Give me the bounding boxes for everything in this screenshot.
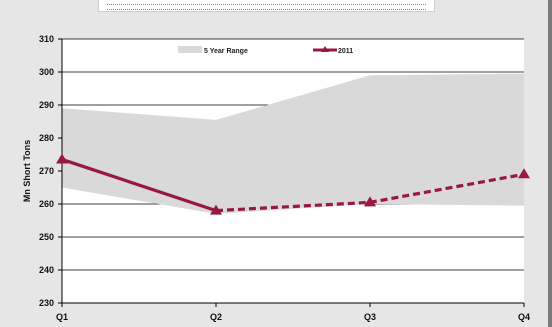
- y-tick-label: 270: [39, 166, 54, 176]
- series-2011-solid-line: [61, 157, 217, 213]
- x-tick-label: Q2: [210, 312, 222, 322]
- y-tick-label: 310: [39, 34, 54, 44]
- series-2011-markers: [56, 153, 530, 215]
- y-tick-label: 280: [39, 133, 54, 143]
- data-point-2011: [56, 153, 68, 164]
- y-tick-label: 260: [39, 199, 54, 209]
- y-axis-ticks: 230 240 250 260 270 280 290 300 310: [39, 34, 62, 308]
- x-tick-label: Q4: [518, 312, 530, 322]
- window-edge: [548, 0, 552, 327]
- x-tick-label: Q3: [364, 312, 376, 322]
- header-strip-pattern: [107, 4, 426, 10]
- legend-label-range: 5 Year Range: [204, 48, 248, 55]
- legend-label-2011: 2011: [338, 48, 353, 55]
- y-tick-label: 250: [39, 232, 54, 242]
- y-tick-label: 240: [39, 265, 54, 275]
- data-point-2011: [364, 196, 376, 207]
- legend: 5 Year Range 2011: [178, 46, 353, 55]
- x-tick-label: Q1: [56, 312, 68, 322]
- legend-marker-2011: [321, 46, 329, 52]
- y-axis-title: Mn Short Tons: [22, 140, 32, 202]
- y-tick-label: 300: [39, 67, 54, 77]
- header-strip: [98, 0, 435, 12]
- data-point-2011: [210, 204, 222, 215]
- legend-swatch-range: [178, 46, 202, 53]
- five-year-range-area: [62, 73, 524, 214]
- data-point-2011: [518, 168, 530, 179]
- y-tick-label: 230: [39, 298, 54, 308]
- x-axis-ticks: Q1 Q2 Q3 Q4: [56, 303, 530, 322]
- y-tick-label: 290: [39, 100, 54, 110]
